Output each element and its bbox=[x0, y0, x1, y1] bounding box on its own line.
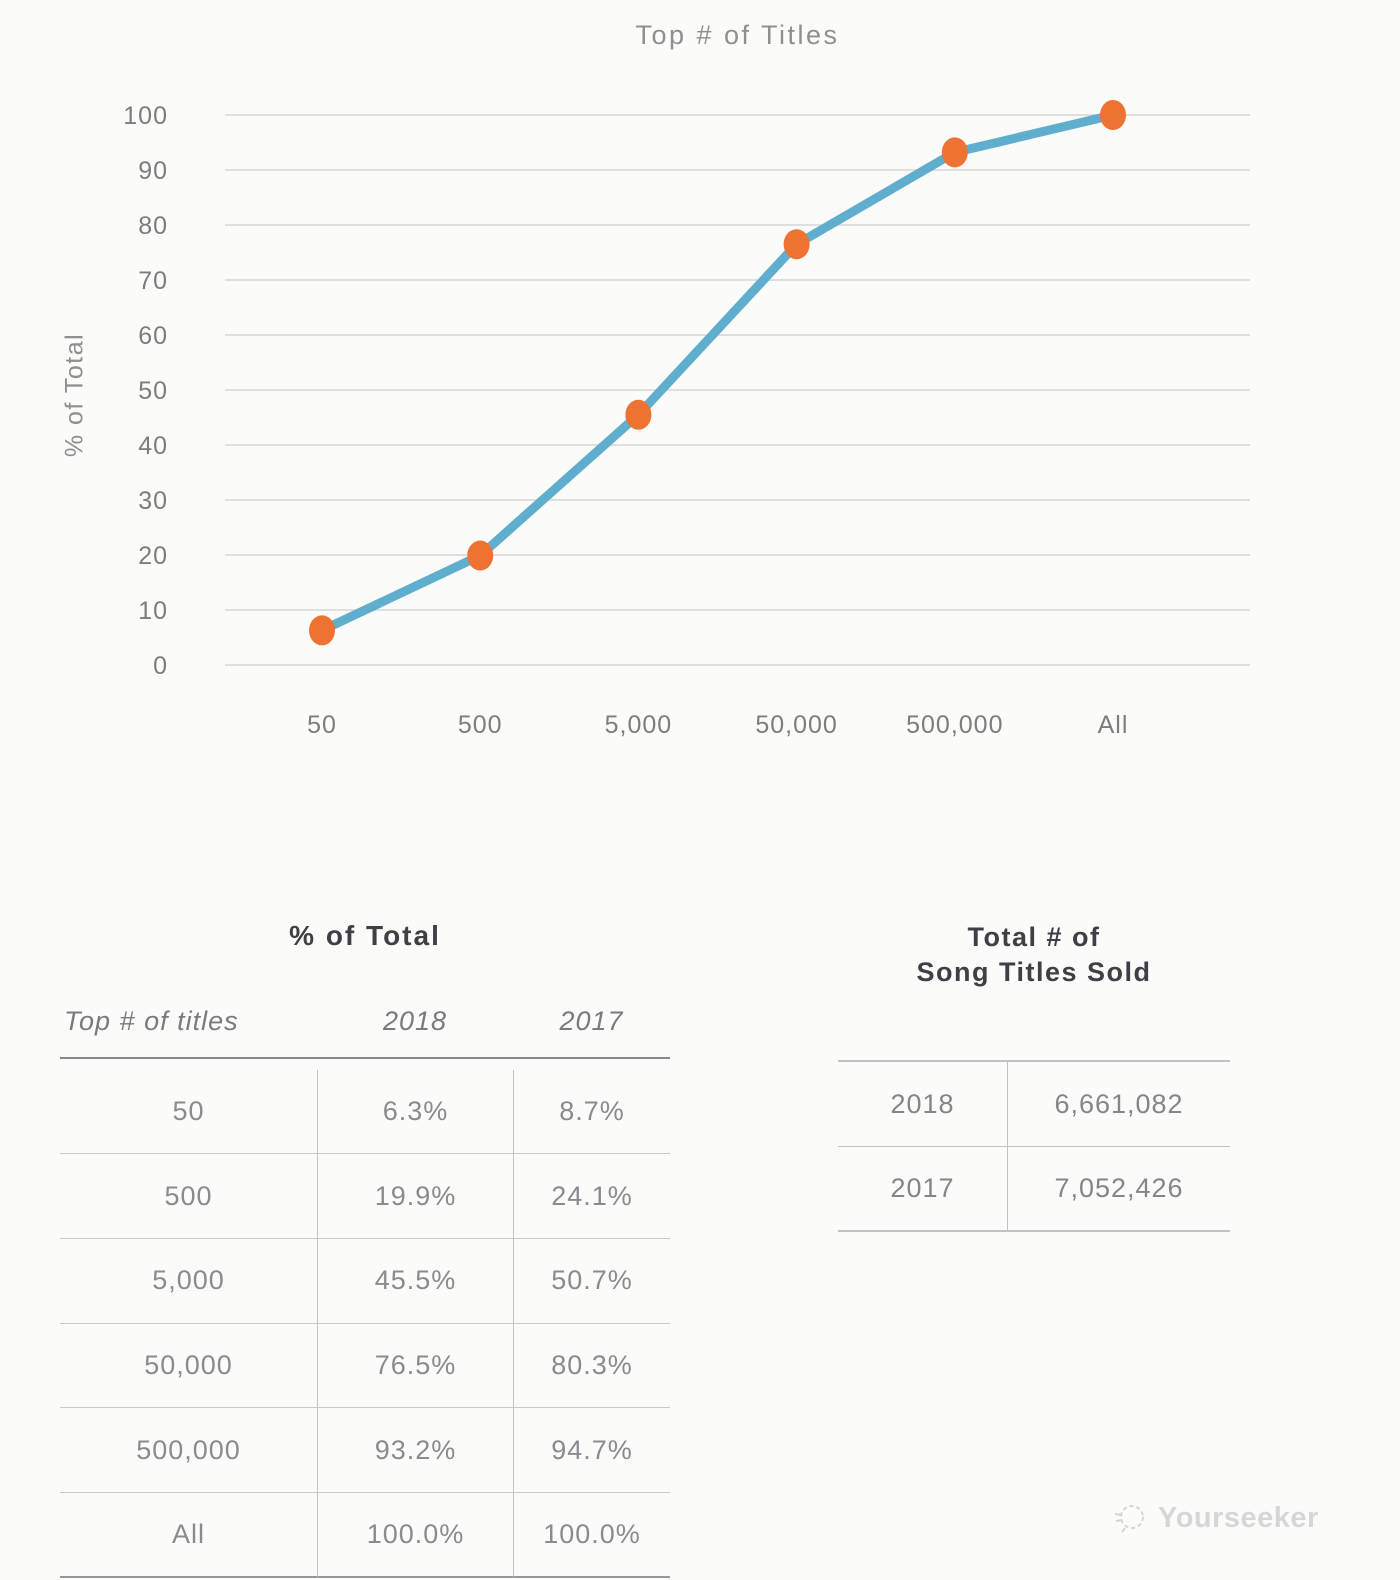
y-tick-label: 10 bbox=[138, 597, 168, 625]
table-cell: 500,000 bbox=[60, 1408, 317, 1494]
table-cell: 6.3% bbox=[317, 1069, 513, 1155]
year-cell: 2017 bbox=[838, 1147, 1007, 1232]
column-header-2017: 2017 bbox=[513, 985, 670, 1059]
data-point-marker bbox=[1100, 100, 1126, 130]
x-axis-label: 50 bbox=[307, 711, 337, 739]
table-cell: 80.3% bbox=[513, 1323, 670, 1409]
table-cell: 100.0% bbox=[513, 1493, 670, 1578]
y-tick-label: 20 bbox=[138, 542, 168, 570]
table-cell: 100.0% bbox=[317, 1493, 513, 1578]
chart-title: Top # of Titles bbox=[635, 20, 840, 50]
total-sold-table-title: Total # of Song Titles Sold bbox=[838, 920, 1230, 990]
y-tick-label: 50 bbox=[138, 377, 168, 405]
data-point-marker bbox=[941, 137, 968, 168]
total-cell: 7,052,426 bbox=[1007, 1147, 1230, 1232]
table-cell: 76.5% bbox=[317, 1323, 513, 1409]
percent-of-total-table: Top # of titles 2018 2017 50 6.3% 8.7% 500 19.9… bbox=[60, 985, 670, 1578]
table-cell: 94.7% bbox=[513, 1408, 670, 1494]
column-header-2018: 2018 bbox=[317, 985, 513, 1059]
table-cell: 50.7% bbox=[513, 1239, 670, 1324]
x-axis-label: 500,000 bbox=[906, 711, 1003, 739]
total-cell: 6,661,082 bbox=[1007, 1062, 1230, 1147]
yourseeker-logo-icon bbox=[1114, 1505, 1144, 1533]
x-axis-label: All bbox=[1098, 711, 1129, 739]
data-point-marker bbox=[625, 399, 652, 430]
y-tick-label: 30 bbox=[138, 487, 168, 515]
y-tick-label: 80 bbox=[138, 212, 168, 240]
data-point-marker bbox=[309, 615, 335, 646]
y-tick-label: 70 bbox=[138, 267, 168, 295]
y-tick-label: 100 bbox=[123, 102, 168, 130]
table-cell: 50 bbox=[60, 1070, 317, 1155]
line-chart-canvas: 0 10 20 30 40 50 60 70 80 90 100 50 500 5,000 50,000 50… bbox=[123, 100, 1250, 739]
watermark: Yourseeker bbox=[1112, 1500, 1319, 1536]
table-cell: 5,000 bbox=[60, 1239, 317, 1324]
x-axis-label: 5,000 bbox=[605, 711, 673, 739]
x-axis-label: 50,000 bbox=[755, 711, 837, 739]
data-point-marker bbox=[783, 229, 810, 260]
total-sold-title-line1: Total # of bbox=[967, 922, 1101, 952]
table-cell: 45.5% bbox=[317, 1239, 513, 1324]
x-axis-label: 500 bbox=[458, 711, 503, 739]
table-cell: 50,000 bbox=[60, 1324, 317, 1409]
year-cell: 2018 bbox=[838, 1062, 1007, 1147]
column-header-titles: Top # of titles bbox=[60, 985, 317, 1059]
y-tick-label: 0 bbox=[153, 652, 168, 680]
data-line-2018 bbox=[317, 110, 1118, 635]
table-cell: 8.7% bbox=[513, 1069, 670, 1155]
y-tick-label: 40 bbox=[138, 432, 168, 460]
total-sold-title-line2: Song Titles Sold bbox=[916, 957, 1152, 987]
table-cell: All bbox=[60, 1493, 317, 1578]
data-point-marker bbox=[467, 540, 494, 571]
y-tick-label: 90 bbox=[138, 157, 168, 185]
table-cell: 93.2% bbox=[317, 1408, 513, 1494]
watermark-label: Yourseeker bbox=[1158, 1501, 1319, 1534]
table-cell: 500 bbox=[60, 1154, 317, 1240]
table-cell: 19.9% bbox=[317, 1154, 513, 1240]
percent-table-title: % of Total bbox=[289, 920, 441, 951]
y-tick-label: 60 bbox=[138, 322, 168, 350]
table-cell: 24.1% bbox=[513, 1154, 670, 1240]
total-sold-table: 2018 6,661,082 2017 7,052,426 bbox=[838, 1060, 1230, 1232]
